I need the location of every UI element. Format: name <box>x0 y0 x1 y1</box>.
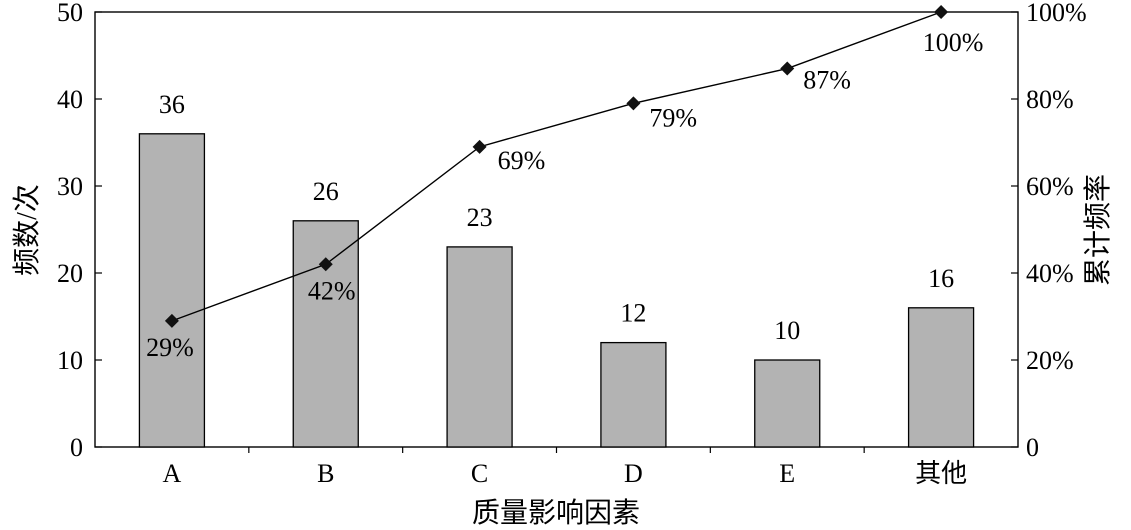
x-tick-label: 其他 <box>915 459 967 488</box>
cumulative-value-label: 87% <box>803 66 851 95</box>
bar-value-label: 26 <box>313 177 339 206</box>
x-tick-label: D <box>624 459 643 488</box>
x-axis-title: 质量影响因素 <box>472 497 640 529</box>
bar <box>292 220 359 448</box>
y2-tick-label: 80% <box>1026 85 1074 114</box>
y2-axis-title: 累计频率 <box>1082 174 1114 286</box>
y-tick-label: 0 <box>70 433 83 462</box>
bar <box>600 341 667 448</box>
cumulative-marker <box>472 139 487 154</box>
bar <box>907 307 975 448</box>
cumulative-marker <box>164 313 179 328</box>
cumulative-marker <box>780 61 795 76</box>
bar-value-label: 16 <box>928 264 954 293</box>
x-tick-label: A <box>163 459 182 488</box>
plot-frame <box>94 11 1019 448</box>
y2-tick-label: 100% <box>1026 0 1087 27</box>
bar <box>138 133 206 448</box>
x-axis-categories: A B C D E 其他 <box>163 447 967 488</box>
y2-tick-label: 0 <box>1026 433 1039 462</box>
y-tick-label: 30 <box>57 172 83 201</box>
left-axis: 0 10 20 30 40 50 <box>57 0 102 462</box>
bar <box>754 359 821 448</box>
cumulative-marker <box>626 96 641 111</box>
cumulative-marker <box>318 257 333 272</box>
cumulative-line <box>171 11 942 322</box>
cumulative-value-label: 79% <box>649 103 697 132</box>
y-tick-label: 10 <box>57 346 83 375</box>
x-tick-label: E <box>779 459 795 488</box>
bar-value-label: 10 <box>774 316 800 345</box>
cumulative-value-label: 42% <box>308 276 356 305</box>
bar <box>446 246 513 448</box>
y-tick-label: 50 <box>57 0 83 27</box>
cumulative-value-label: 69% <box>498 146 546 175</box>
x-tick-label: C <box>471 459 488 488</box>
bar-value-label: 23 <box>467 203 493 232</box>
y-axis-title: 频数/次 <box>11 184 43 276</box>
y2-tick-label: 40% <box>1026 259 1074 288</box>
cumulative-value-label: 29% <box>146 333 194 362</box>
y2-tick-label: 60% <box>1026 172 1074 201</box>
bar-value-label: 36 <box>159 90 185 119</box>
x-tick-label: B <box>317 459 334 488</box>
y2-tick-label: 20% <box>1026 346 1074 375</box>
bar-value-label: 12 <box>620 299 646 328</box>
cumulative-marker <box>934 5 949 19</box>
cumulative-value-label: 100% <box>923 28 984 57</box>
plot-area-border <box>94 11 1019 448</box>
cumulative-series: 29% 42% 69% 79% 87% 100% <box>146 5 983 362</box>
right-axis: 0 20% 40% 60% 80% 100% <box>1011 0 1087 462</box>
bar-series: 36 26 23 12 10 16 <box>138 90 975 448</box>
y-tick-label: 20 <box>57 259 83 288</box>
y-tick-label: 40 <box>57 85 83 114</box>
